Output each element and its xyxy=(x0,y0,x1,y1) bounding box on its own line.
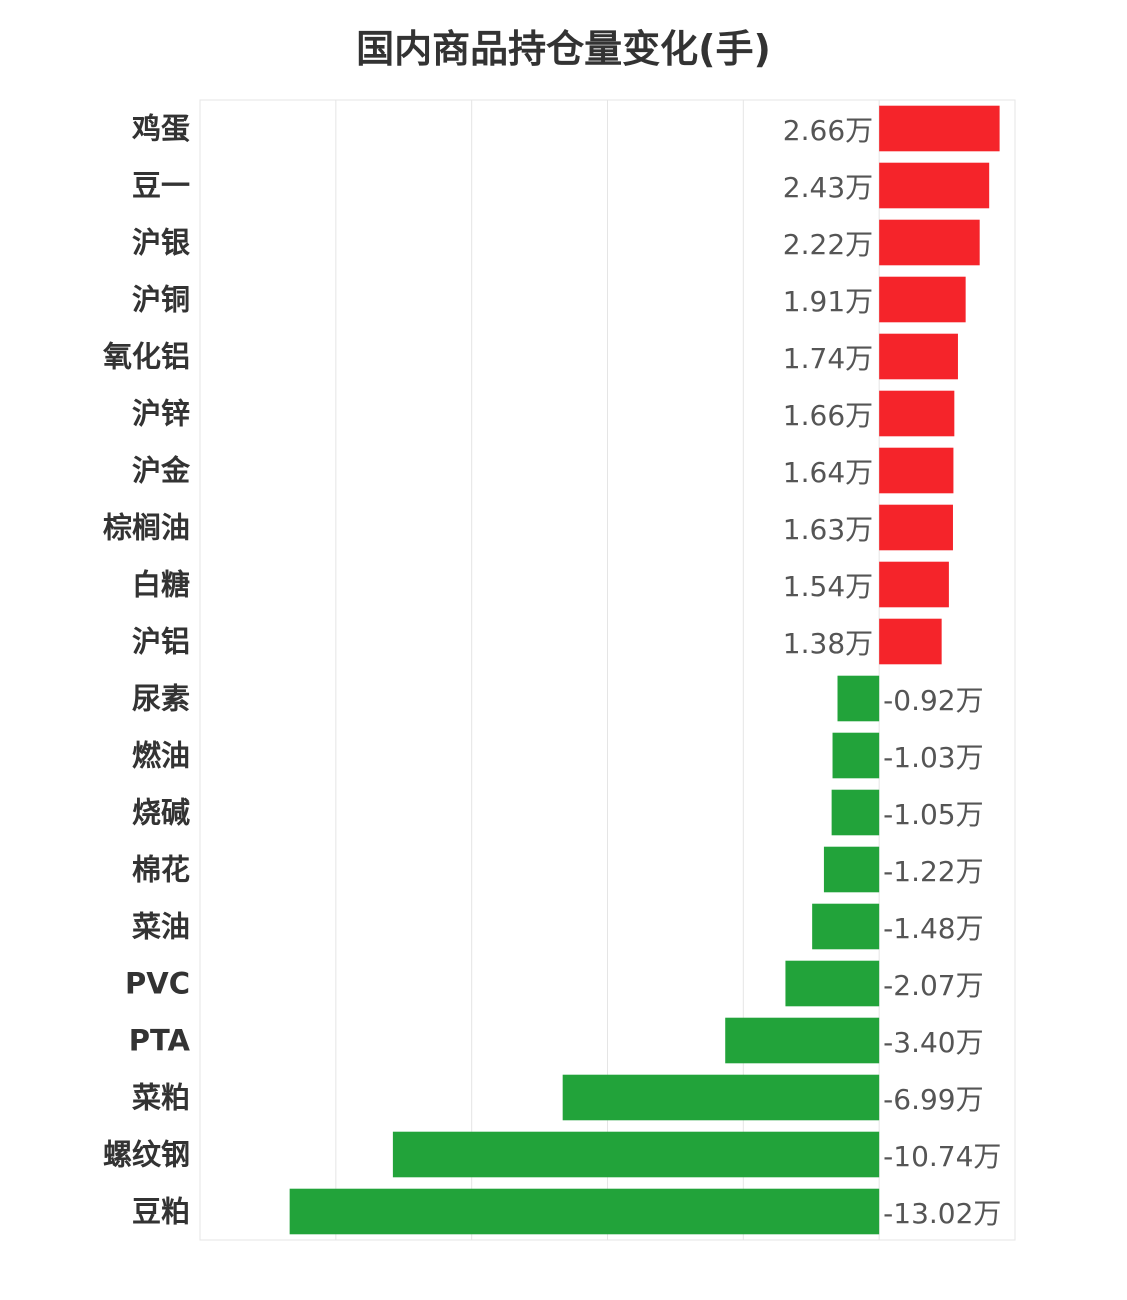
bar xyxy=(725,1017,880,1064)
bar xyxy=(785,960,880,1007)
category-label: 沪金 xyxy=(132,454,191,488)
bar xyxy=(837,675,880,722)
value-label: -13.02万 xyxy=(883,1197,1001,1230)
category-label: 菜油 xyxy=(132,910,190,944)
bar xyxy=(879,276,966,323)
value-label: 2.22万 xyxy=(783,228,873,261)
chart-title: 国内商品持仓量变化(手) xyxy=(356,27,771,71)
value-label: -1.03万 xyxy=(883,741,983,774)
category-label: 燃油 xyxy=(132,739,190,773)
category-label: 氧化铝 xyxy=(102,340,190,374)
bar xyxy=(879,333,958,380)
value-label: 1.38万 xyxy=(783,627,873,660)
value-label: 2.66万 xyxy=(783,114,873,147)
value-labels: 2.66万 2.43万 2.22万 1.91万 1.74万 1.66万 1.64万 1.63万… xyxy=(783,114,1002,1230)
value-label: 1.91万 xyxy=(783,285,873,318)
value-label: -10.74万 xyxy=(883,1140,1001,1173)
category-label: 棕榈油 xyxy=(103,511,190,545)
category-label: 白糖 xyxy=(132,568,190,602)
bar xyxy=(392,1131,880,1178)
grid-lines xyxy=(199,99,1016,1241)
bar xyxy=(879,390,955,437)
bar xyxy=(879,561,949,608)
category-label: 菜粕 xyxy=(132,1081,190,1115)
category-label: 豆粕 xyxy=(132,1195,190,1229)
value-label: -6.99万 xyxy=(883,1083,983,1116)
bar xyxy=(879,504,953,551)
bar xyxy=(879,162,990,209)
bar xyxy=(562,1074,880,1121)
category-label: 沪银 xyxy=(132,226,190,260)
category-label: 烧碱 xyxy=(132,796,190,830)
bar xyxy=(831,789,880,836)
value-label: -1.48万 xyxy=(883,912,983,945)
value-label: 1.64万 xyxy=(783,456,873,489)
bar xyxy=(812,903,880,950)
category-label: 豆一 xyxy=(132,169,190,203)
value-label: 1.66万 xyxy=(783,399,873,432)
bar xyxy=(823,846,880,893)
category-label: 尿素 xyxy=(132,682,190,716)
category-label: 沪铝 xyxy=(132,625,190,659)
value-label: 2.43万 xyxy=(783,171,873,204)
bar xyxy=(832,732,880,779)
category-label: 螺纹钢 xyxy=(103,1138,190,1172)
bars xyxy=(289,105,1000,1235)
bar xyxy=(879,618,942,665)
value-label: 1.63万 xyxy=(783,513,873,546)
value-label: -0.92万 xyxy=(883,684,983,717)
value-label: -1.05万 xyxy=(883,798,983,831)
value-label: -3.40万 xyxy=(883,1026,983,1059)
value-label: 1.74万 xyxy=(783,342,873,375)
bar xyxy=(289,1188,880,1235)
category-label: PVC xyxy=(125,967,190,1001)
bar xyxy=(879,105,1000,152)
category-label: 沪铜 xyxy=(132,283,190,317)
value-label: -2.07万 xyxy=(883,969,983,1002)
category-label: 沪锌 xyxy=(132,397,190,431)
category-label: 鸡蛋 xyxy=(132,112,190,146)
value-label: 1.54万 xyxy=(783,570,873,603)
category-label: PTA xyxy=(129,1024,191,1058)
bar xyxy=(879,219,980,266)
bar xyxy=(879,447,954,494)
value-label: -1.22万 xyxy=(883,855,983,888)
category-label: 棉花 xyxy=(132,853,190,887)
